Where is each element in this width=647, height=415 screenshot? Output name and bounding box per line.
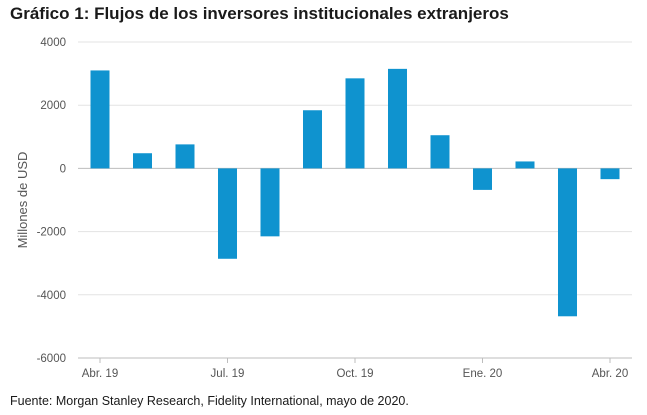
bar-ago-19 [260, 168, 280, 237]
bar-abr-19 [90, 70, 110, 169]
y-tick-label: -2000 [37, 227, 66, 239]
bar-mar-20 [558, 168, 577, 317]
bar-feb-20 [515, 161, 535, 169]
x-tick-label: Jul. 19 [211, 368, 245, 380]
x-tick-label: Abr. 19 [82, 368, 118, 380]
bar-ene-20 [473, 168, 492, 190]
bar-jun-19 [175, 144, 195, 169]
bar-may-19 [133, 153, 152, 169]
y-tick-label: 2000 [40, 100, 66, 112]
source-note: Fuente: Morgan Stanley Research, Fidelit… [10, 394, 409, 408]
y-axis-label: Millones de USD [15, 152, 30, 249]
y-tick-label: 0 [60, 163, 66, 175]
bar-dic-19 [430, 135, 450, 169]
bar-abr-20 [600, 168, 620, 180]
bar-sep-19 [303, 110, 322, 169]
x-tick-label: Oct. 19 [336, 368, 373, 380]
y-tick-label: -6000 [37, 353, 66, 365]
axes: 4000 2000 0 -2000 -4000 -6000 Abr. 19 Jul. 19 Oc… [37, 37, 632, 380]
bars [90, 68, 620, 317]
chart-title: Gráfico 1: Flujos de los inversores inst… [10, 4, 509, 23]
x-tick-label: Ene. 20 [463, 368, 503, 380]
y-tick-label: -4000 [37, 290, 66, 302]
bar-oct-19 [345, 78, 365, 169]
bar-jul-19 [218, 168, 237, 259]
x-tick-label: Abr. 20 [592, 368, 628, 380]
y-tick-label: 4000 [40, 37, 66, 49]
bar-nov-19 [388, 68, 407, 169]
